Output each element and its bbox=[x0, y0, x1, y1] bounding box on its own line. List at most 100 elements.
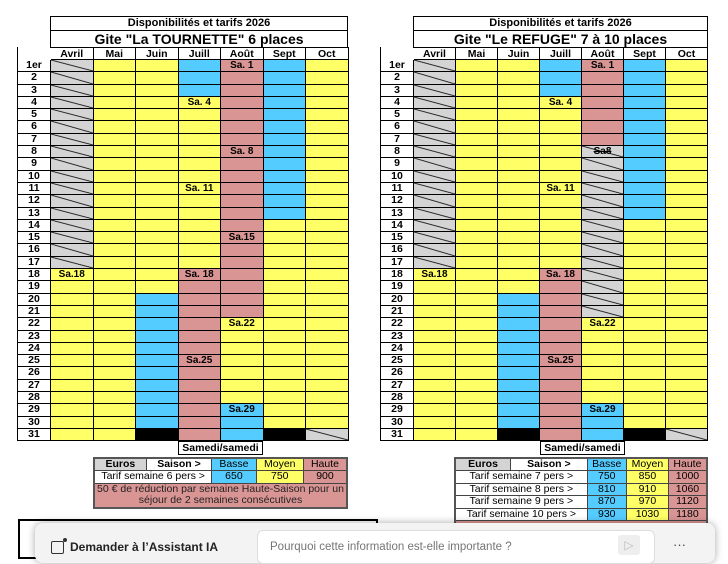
day-cell bbox=[51, 244, 94, 257]
day-cell bbox=[306, 281, 349, 294]
day-cell bbox=[93, 244, 136, 257]
day-cell bbox=[456, 60, 498, 73]
rate-haute: 1060 bbox=[667, 482, 708, 496]
day-cell: Sa.18 bbox=[414, 269, 456, 282]
day-cell bbox=[498, 404, 540, 417]
rate-row: Tarif semaine 9 pers >870 970 1120 bbox=[454, 495, 708, 509]
day-cell bbox=[93, 219, 136, 233]
day-cell bbox=[666, 244, 708, 257]
day-cell bbox=[51, 416, 94, 429]
day-cell bbox=[414, 232, 456, 245]
day-cell bbox=[178, 207, 221, 220]
corner bbox=[381, 47, 414, 59]
rate-label: Tarif semaine 6 pers > bbox=[93, 470, 213, 484]
day-cell: Sa.18 bbox=[51, 269, 94, 282]
day-cell bbox=[456, 392, 498, 405]
day-cell bbox=[456, 318, 498, 331]
day-label: 21 bbox=[18, 305, 51, 319]
day-cell bbox=[540, 195, 582, 208]
day-label: 24 bbox=[381, 342, 414, 356]
day-cell bbox=[540, 318, 582, 331]
day-label: 13 bbox=[18, 207, 51, 220]
day-cell bbox=[263, 256, 306, 270]
day-cell bbox=[51, 232, 94, 245]
day-cell bbox=[263, 355, 306, 368]
day-cell bbox=[666, 256, 708, 270]
day-cell bbox=[178, 195, 221, 208]
day-cell bbox=[263, 428, 306, 442]
day-cell bbox=[93, 269, 136, 282]
day-cell bbox=[582, 84, 624, 97]
day-cell bbox=[136, 392, 179, 405]
day-cell: Sa.22 bbox=[221, 318, 264, 331]
day-cell bbox=[582, 182, 624, 196]
day-cell bbox=[306, 170, 349, 183]
day-cell bbox=[306, 416, 349, 429]
day-cell bbox=[51, 355, 94, 368]
day-cell bbox=[93, 342, 136, 356]
day-cell bbox=[582, 305, 624, 319]
day-cell bbox=[414, 109, 456, 122]
day-cell bbox=[666, 219, 708, 233]
day-cell bbox=[263, 133, 306, 147]
day-cell bbox=[221, 428, 264, 442]
day-cell bbox=[93, 182, 136, 196]
day-cell bbox=[582, 269, 624, 282]
day-cell bbox=[582, 293, 624, 306]
day-cell bbox=[666, 158, 708, 171]
assistant-question-input[interactable] bbox=[257, 530, 655, 564]
day-cell bbox=[540, 293, 582, 306]
day-cell bbox=[306, 207, 349, 220]
day-cell bbox=[51, 256, 94, 270]
day-cell bbox=[414, 379, 456, 393]
day-cell bbox=[582, 207, 624, 220]
day-cell bbox=[624, 269, 666, 282]
day-cell bbox=[456, 158, 498, 171]
day-cell bbox=[93, 330, 136, 343]
day-cell bbox=[666, 96, 708, 110]
day-cell bbox=[178, 392, 221, 405]
day-cell bbox=[136, 305, 179, 319]
day-cell bbox=[221, 367, 264, 380]
day-cell bbox=[582, 96, 624, 110]
day-cell bbox=[306, 232, 349, 245]
rate-moyen: 750 bbox=[255, 470, 304, 484]
day-cell: Sa. 8 bbox=[221, 146, 264, 159]
day-cell bbox=[624, 392, 666, 405]
day-cell bbox=[221, 244, 264, 257]
day-cell bbox=[582, 428, 624, 442]
day-cell bbox=[136, 109, 179, 122]
day-cell bbox=[498, 158, 540, 171]
day-label: 3 bbox=[381, 84, 414, 97]
day-cell bbox=[456, 269, 498, 282]
rate-row: Tarif semaine 6 pers >650 750 900 bbox=[93, 470, 348, 484]
day-cell bbox=[624, 158, 666, 171]
day-cell bbox=[414, 170, 456, 183]
more-options-button[interactable]: ··· bbox=[673, 537, 686, 552]
day-cell bbox=[51, 318, 94, 331]
day-cell: Sa.29 bbox=[221, 404, 264, 417]
day-cell bbox=[136, 355, 179, 368]
corner bbox=[18, 47, 51, 59]
ask-assistant-button[interactable]: Demander à l’Assistant IA bbox=[51, 537, 218, 554]
day-label: 4 bbox=[381, 96, 414, 110]
day-cell bbox=[178, 133, 221, 147]
day-cell bbox=[51, 207, 94, 220]
day-label: 23 bbox=[381, 330, 414, 343]
day-cell bbox=[136, 416, 179, 429]
day-label: 26 bbox=[381, 367, 414, 380]
day-cell bbox=[51, 158, 94, 171]
day-cell bbox=[263, 293, 306, 306]
day-cell bbox=[666, 305, 708, 319]
send-icon[interactable]: ▷ bbox=[618, 535, 640, 555]
day-cell bbox=[263, 281, 306, 294]
day-cell bbox=[306, 342, 349, 356]
day-cell bbox=[93, 84, 136, 97]
day-cell bbox=[666, 195, 708, 208]
day-cell bbox=[306, 367, 349, 380]
day-cell bbox=[51, 219, 94, 233]
rate-moyen: 850 bbox=[625, 470, 669, 484]
day-cell bbox=[221, 293, 264, 306]
day-cell bbox=[666, 416, 708, 429]
day-cell bbox=[540, 330, 582, 343]
